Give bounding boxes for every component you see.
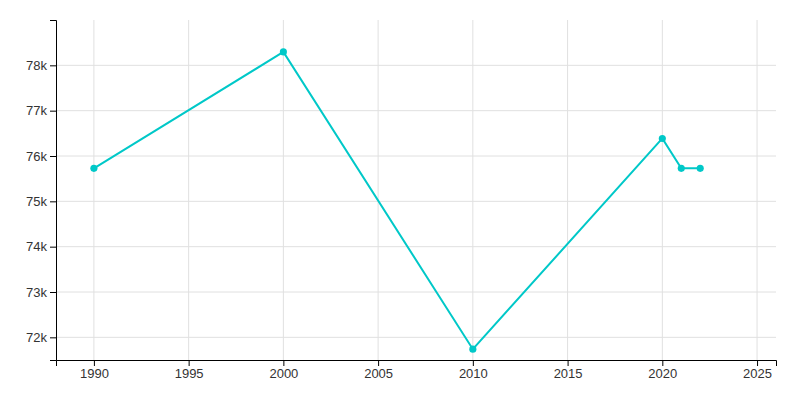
grid-line-x: [567, 20, 568, 360]
y-tick: 77k: [26, 103, 56, 118]
grid-line-x: [93, 20, 94, 360]
x-tick-label: 2000: [269, 366, 298, 381]
x-tick: 2025: [743, 360, 772, 381]
x-tick: 2005: [364, 360, 393, 381]
x-axis: 1990 1995 2000 2005 2010 2015 2020 2025: [57, 360, 777, 381]
x-tick: 1995: [175, 360, 204, 381]
marker: [469, 346, 476, 353]
y-tick-mark: [50, 201, 56, 202]
x-tick: 2000: [269, 360, 298, 381]
y-tick-label: 73k: [26, 285, 47, 300]
x-tick-mark: [662, 360, 663, 366]
grid-line-x: [188, 20, 189, 360]
grid-line-y: [56, 292, 776, 293]
marker: [659, 135, 666, 142]
y-tick-mark: [50, 156, 56, 157]
y-tick: 78k: [26, 58, 56, 73]
grid-line-x: [472, 20, 473, 360]
x-axis-line: [57, 361, 777, 367]
grid-line-x: [662, 20, 663, 360]
x-tick-label: 1990: [80, 366, 109, 381]
y-tick-mark: [50, 65, 56, 66]
marker: [697, 165, 704, 172]
grid-line-x: [757, 20, 758, 360]
marker: [280, 48, 287, 55]
grid-line-y: [56, 156, 776, 157]
y-tick-mark: [50, 247, 56, 248]
x-tick-mark: [94, 360, 95, 366]
y-tick-label: 74k: [26, 239, 47, 254]
x-tick: 2020: [648, 360, 677, 381]
x-tick-mark: [568, 360, 569, 366]
x-tick-mark: [283, 360, 284, 366]
y-tick: 74k: [26, 239, 56, 254]
grid-line-x: [283, 20, 284, 360]
marker: [90, 165, 97, 172]
y-tick-label: 75k: [26, 194, 47, 209]
y-tick-mark: [50, 111, 56, 112]
marker: [678, 165, 685, 172]
grid-line-x: [378, 20, 379, 360]
grid-line-y: [56, 246, 776, 247]
y-tick: 75k: [26, 194, 56, 209]
line: [94, 52, 700, 349]
grid-line-y: [56, 337, 776, 338]
y-tick-label: 77k: [26, 103, 47, 118]
chart: 1990 1995 2000 2005 2010 2015 2020 2025 72k 73k 74…: [0, 0, 800, 400]
x-tick-label: 2025: [743, 366, 772, 381]
grid: [56, 20, 776, 360]
y-axis: 72k 73k 74k 75k 76k 77k 78k: [26, 21, 56, 361]
y-tick: 73k: [26, 285, 56, 300]
y-tick-label: 78k: [26, 58, 47, 73]
x-tick: 2010: [459, 360, 488, 381]
y-tick-mark: [50, 337, 56, 338]
x-tick-mark: [473, 360, 474, 366]
x-tick-label: 2015: [554, 366, 583, 381]
x-tick-label: 2005: [364, 366, 393, 381]
x-tick-mark: [189, 360, 190, 366]
y-tick-label: 72k: [26, 330, 47, 345]
y-tick-label: 76k: [26, 149, 47, 164]
grid-line-y: [56, 110, 776, 111]
x-tick-mark: [378, 360, 379, 366]
x-tick-mark: [757, 360, 758, 366]
grid-line-y: [56, 65, 776, 66]
x-tick-label: 2010: [459, 366, 488, 381]
grid-line-y: [56, 201, 776, 202]
y-tick: 76k: [26, 149, 56, 164]
x-tick: 2015: [554, 360, 583, 381]
x-tick: 1990: [80, 360, 109, 381]
y-tick-mark: [50, 292, 56, 293]
plot-area: [90, 48, 703, 352]
x-tick-label: 1995: [175, 366, 204, 381]
y-axis-line: [50, 21, 57, 361]
y-tick: 72k: [26, 330, 56, 345]
x-tick-label: 2020: [648, 366, 677, 381]
